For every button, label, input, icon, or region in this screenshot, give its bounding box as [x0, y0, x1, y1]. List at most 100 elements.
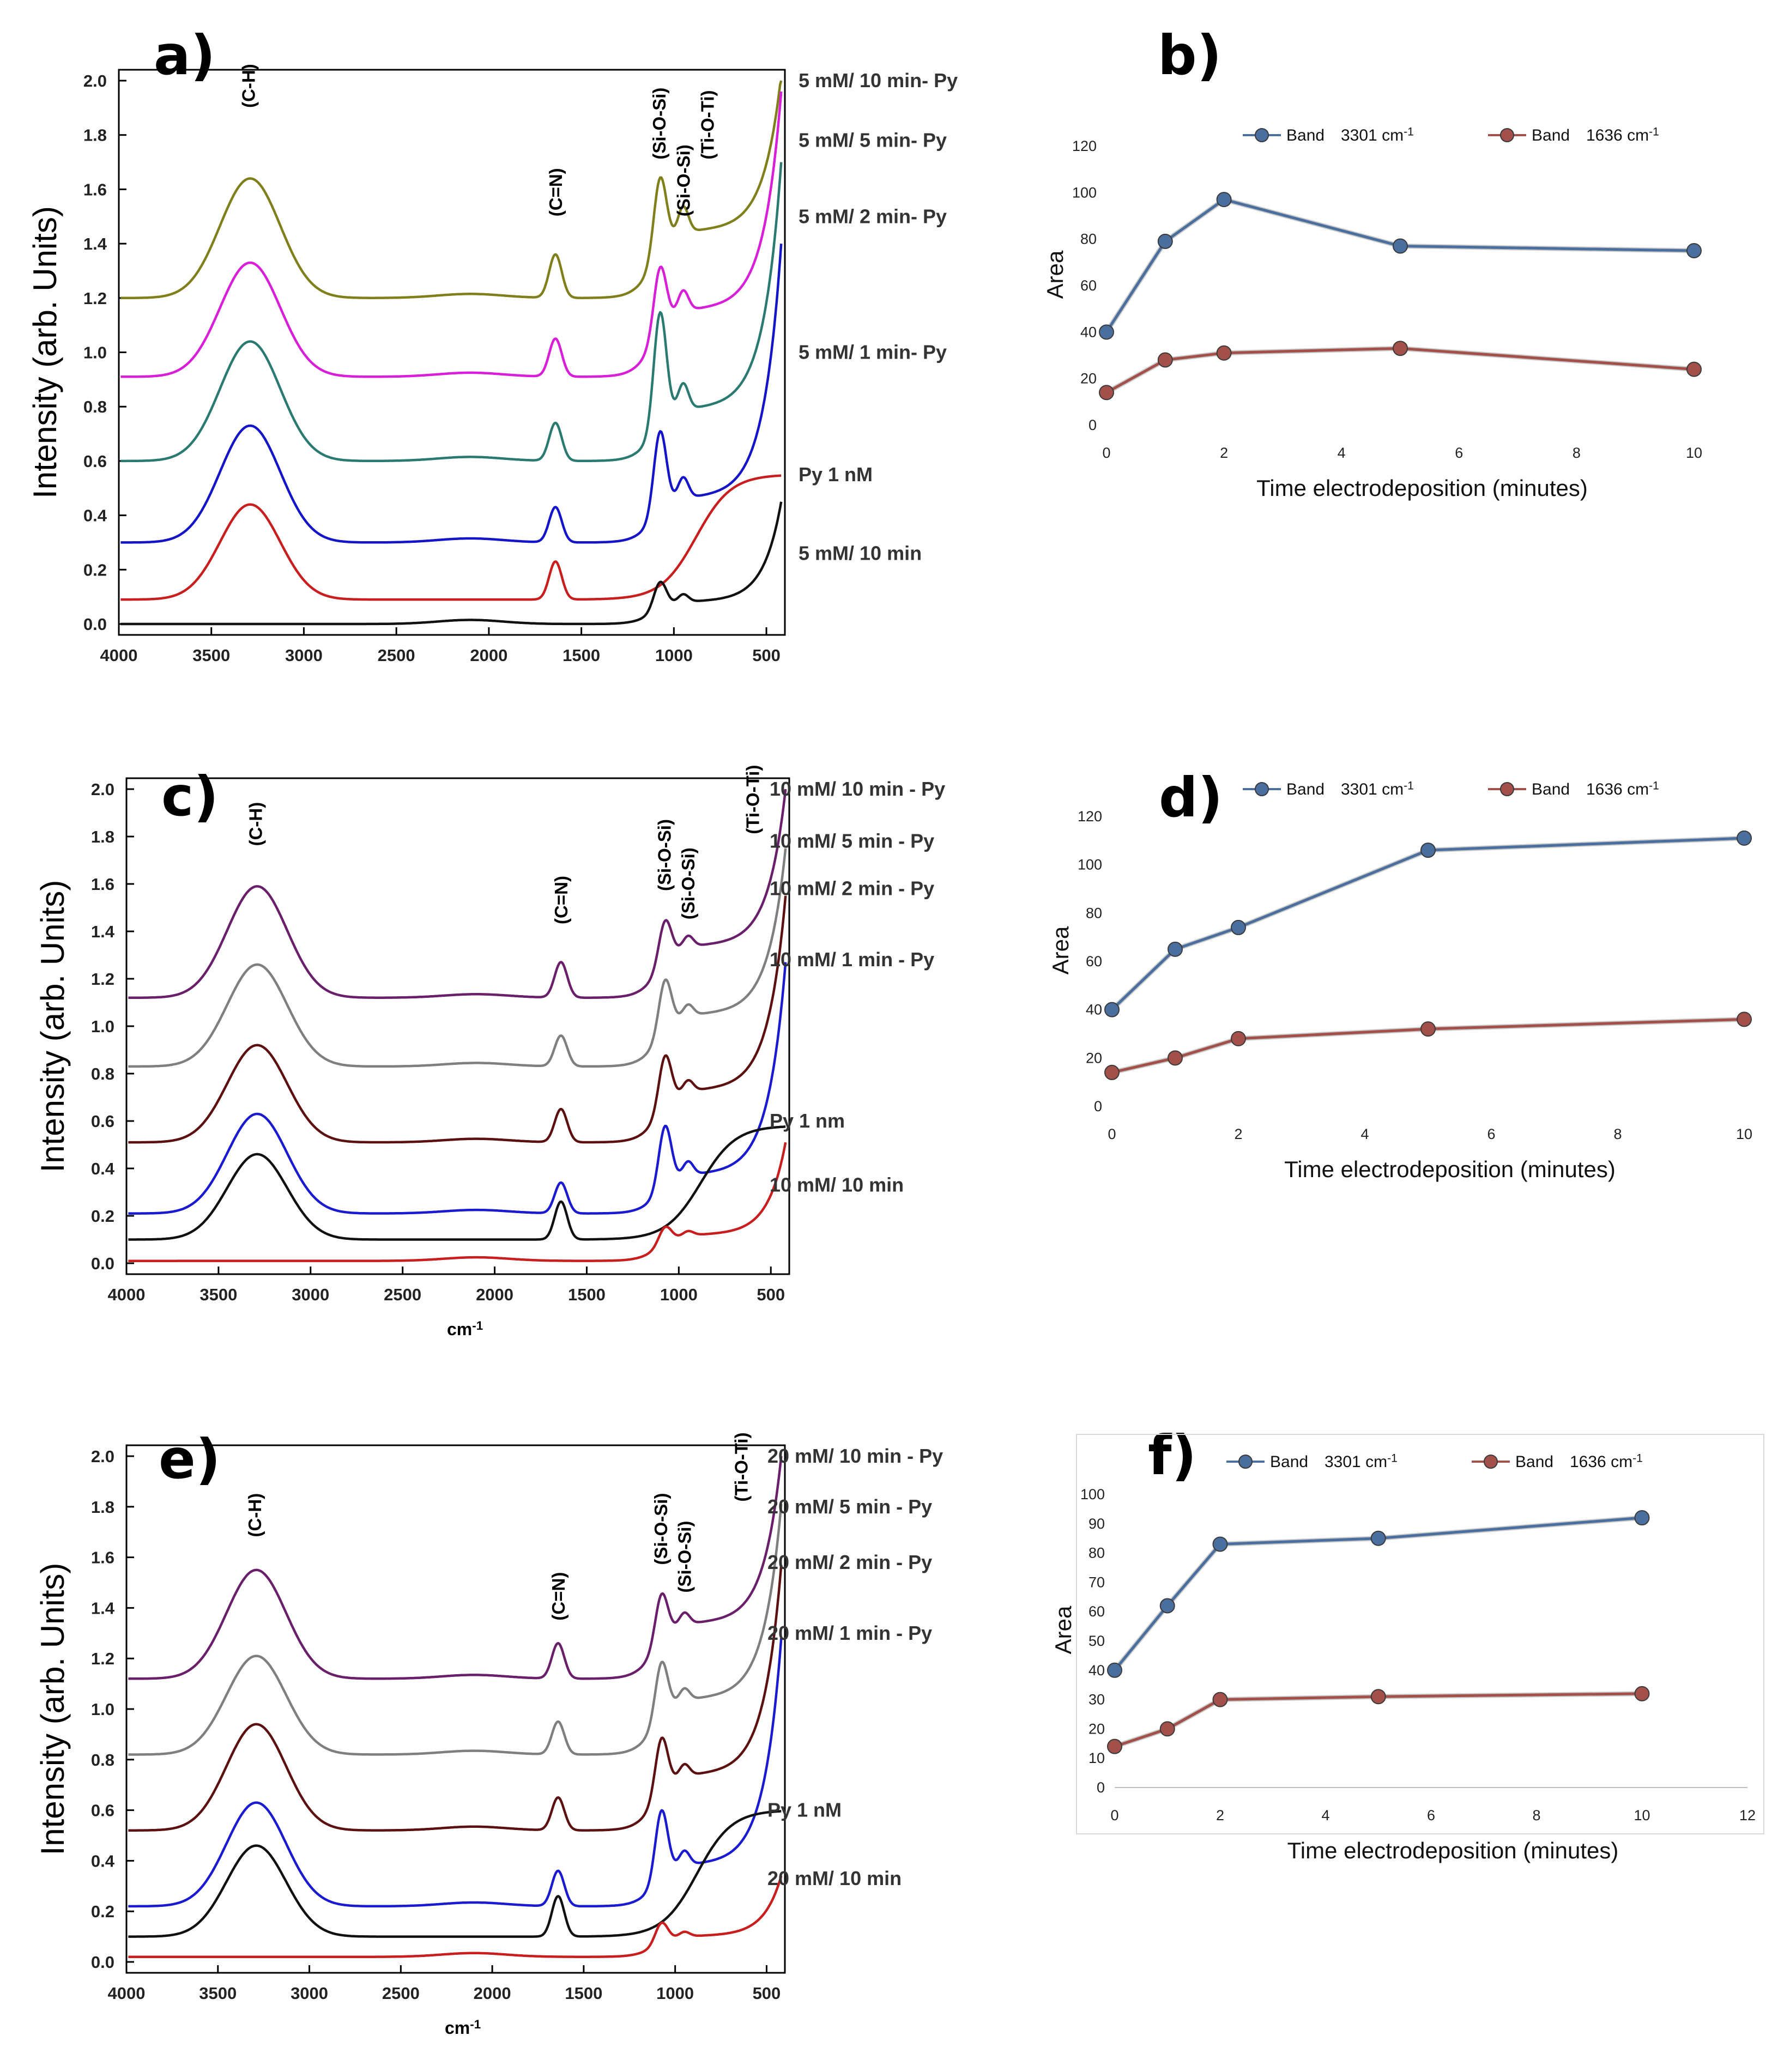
band-label: (Si-O-Si) [651, 1493, 671, 1565]
band-label: (Si-O-Si) [673, 144, 693, 216]
x-tick-label: 2500 [378, 646, 415, 665]
data-point [1393, 238, 1408, 254]
panel-letter: c) [161, 765, 219, 828]
data-point [1216, 192, 1232, 208]
y-tick-label: 100 [1072, 184, 1097, 201]
y-tick-label: 1.4 [83, 234, 107, 253]
spectrum-line-4 [128, 962, 787, 1215]
y-tick-label: 40 [1088, 1662, 1105, 1679]
x-tick-label: 1000 [656, 1984, 694, 2003]
y-tick-label: 90 [1088, 1516, 1105, 1532]
x-axis-title-text: cm [447, 1319, 472, 1339]
legend-value: 3301 cm-1 [1341, 126, 1414, 144]
y-tick-label: 0.6 [91, 1112, 114, 1131]
y-axis-title: Area [1050, 1606, 1076, 1654]
data-point [1216, 345, 1232, 361]
series-label: 10 mM/ 5 min - Py [770, 830, 934, 852]
x-tick-label: 3500 [192, 646, 230, 665]
y-tick-label: 60 [1086, 953, 1102, 970]
panel-letter: f) [1148, 1423, 1196, 1487]
legend-value-superscript: -1 [1404, 780, 1414, 792]
panel-a: a) 0.0 0.2 0.4 0.6 0.8 1.0 1.2 1.4 1.6 1.8 2.0 4000 3… [27, 23, 958, 665]
x-tick-label: 10 [1736, 1126, 1752, 1142]
y-tick-label: 1.0 [91, 1017, 114, 1036]
series-label: 20 mM/ 10 min - Py [767, 1445, 943, 1467]
y-tick-label: 0.0 [91, 1953, 114, 1972]
band-label: (Si-O-Si) [649, 88, 669, 160]
y-tick-label: 0.0 [91, 1254, 114, 1273]
spectrum-line-1 [120, 80, 783, 300]
data-point [1370, 1530, 1386, 1546]
data-point [1168, 1050, 1183, 1066]
y-tick-label: 0.0 [83, 615, 107, 634]
panel-f: f) 0 10 20 30 40 50 60 70 80 90 100 0 2 4 6 8 10 12 Area Tim… [1050, 1423, 1764, 1863]
panel-e: e) 0.0 0.2 0.4 0.6 0.8 1.0 1.2 1.4 1.6 1.8 2.0 4000 3… [34, 1427, 943, 2038]
spectrum-line-3 [128, 1565, 783, 1832]
x-tick-label: 1500 [563, 646, 600, 665]
panel-letter: d) [1159, 766, 1223, 829]
panel-d: d) 0 20 40 60 80 100 120 0 2 4 6 8 10 Area Time electro… [1048, 766, 1752, 1182]
legend-name: Band [1270, 1453, 1308, 1471]
y-tick-label: 10 [1088, 1750, 1105, 1766]
data-point [1157, 352, 1173, 368]
legend-value: 3301 cm-1 [1325, 1452, 1398, 1471]
y-tick-label: 2.0 [91, 1447, 114, 1466]
band-label: (Ti-O-Ti) [742, 765, 763, 834]
legend-name: Band [1532, 126, 1570, 144]
series-label: 20 mM/ 10 min [767, 1867, 902, 1889]
series-label: 10 mM/ 2 min - Py [770, 877, 934, 900]
series-line-1 [1111, 837, 1745, 1011]
x-axis-title: cm-1 [447, 1319, 483, 1339]
y-tick-label: 20 [1086, 1050, 1102, 1066]
y-tick-label: 1.4 [91, 1598, 115, 1617]
legend-value: 1636 cm-1 [1570, 1452, 1643, 1471]
series-line-shadow [1110, 835, 1745, 1011]
x-axis-title-superscript: -1 [470, 2018, 481, 2031]
spectrum-line-6 [120, 501, 783, 626]
legend-value-text: 3301 cm [1325, 1453, 1387, 1471]
series-label: 5 mM/ 10 min- Py [799, 69, 958, 92]
band-label: (C-H) [239, 64, 259, 108]
legend-value-text: 3301 cm [1341, 780, 1404, 798]
legend-value: 1636 cm-1 [1586, 780, 1659, 798]
series-label: 10 mM/ 1 min - Py [770, 948, 934, 971]
x-tick-label: 8 [1532, 1807, 1540, 1823]
data-point [1370, 1689, 1386, 1705]
y-tick-label: 1.2 [83, 289, 107, 308]
legend-value: 1636 cm-1 [1586, 126, 1659, 144]
legend-value-superscript: -1 [1649, 780, 1659, 792]
chart-frame [1076, 1434, 1764, 1834]
series-label: 20 mM/ 5 min - Py [767, 1495, 932, 1518]
y-tick-label: 40 [1086, 1002, 1102, 1018]
y-tick-label: 50 [1088, 1633, 1105, 1649]
legend-swatch-marker [1500, 128, 1514, 142]
band-label: (Ti-O-Ti) [731, 1432, 751, 1501]
x-tick-label: 1500 [565, 1984, 602, 2003]
y-tick-label: 1.6 [83, 180, 107, 199]
spectrum-line-6 [128, 1875, 783, 1958]
x-tick-label: 8 [1573, 445, 1581, 461]
series-label: Py 1 nM [767, 1799, 842, 1821]
band-label: (C-H) [245, 1493, 265, 1537]
legend-value-superscript: -1 [1649, 126, 1659, 138]
x-tick-label: 0 [1108, 1126, 1116, 1142]
y-tick-label: 0.4 [91, 1851, 115, 1870]
legend-value-text: 1636 cm [1586, 126, 1649, 144]
series-label: Py 1 nM [799, 463, 873, 486]
spectrum-line-2 [128, 1504, 783, 1756]
y-tick-label: 0 [1094, 1098, 1102, 1114]
y-tick-label: 120 [1072, 138, 1097, 154]
y-tick-label: 0.6 [83, 452, 107, 471]
data-point [1393, 341, 1408, 356]
legend-value-text: 3301 cm [1341, 126, 1404, 144]
series-line-1 [1105, 198, 1695, 333]
spectrum-line-5 [128, 1810, 782, 1938]
series-label: 20 mM/ 2 min - Py [767, 1551, 932, 1573]
data-point [1104, 1002, 1120, 1017]
y-tick-label: 60 [1080, 277, 1097, 294]
spectrum-line-5 [120, 474, 782, 601]
spectrum-line-2 [120, 91, 783, 378]
y-tick-label: 0 [1088, 417, 1097, 433]
data-point [1737, 1011, 1752, 1027]
x-tick-label: 3000 [292, 1285, 329, 1304]
